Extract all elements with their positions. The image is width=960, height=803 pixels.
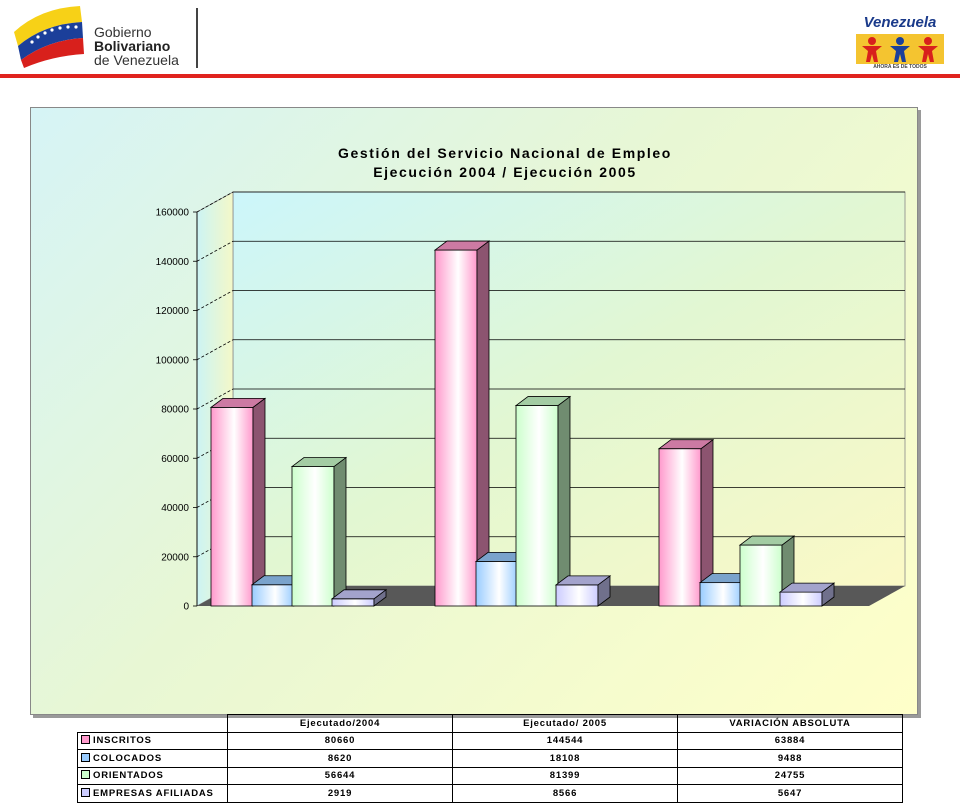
table-row: ORIENTADOS 56644 81399 24755 — [77, 766, 903, 785]
table-cell: 24755 — [677, 766, 903, 785]
bar-chart: Gestión del Servicio Nacional de Empleo … — [156, 145, 906, 613]
header-red-line — [0, 74, 960, 78]
table-cell: 18108 — [452, 749, 678, 768]
table-cell: 80660 — [227, 731, 453, 750]
people-figures-icon — [856, 34, 944, 64]
y-tick-label: 80000 — [161, 405, 189, 416]
table-header-cell: Ejecutado/2004 — [227, 714, 453, 733]
legend-entry: EMPRESAS AFILIADAS — [77, 784, 228, 803]
data-table: Ejecutado/2004 Ejecutado/ 2005 VARIACIÓN… — [77, 714, 903, 803]
venezuela-flag-logo — [14, 6, 84, 68]
gridline-side — [196, 191, 234, 213]
bar-top — [514, 396, 572, 406]
bar-side — [252, 397, 266, 607]
gov-line3: de Venezuela — [94, 52, 179, 68]
gridline-side — [196, 290, 234, 311]
y-tick-label: 100000 — [156, 355, 190, 366]
bar-top — [209, 397, 267, 408]
series-name: INSCRITOS — [93, 735, 152, 747]
table-cell: 9488 — [677, 749, 903, 768]
bar-inscritos — [210, 406, 254, 607]
legend-key-icon — [81, 735, 90, 745]
series-name: EMPRESAS AFILIADAS — [93, 787, 214, 799]
series-name: ORIENTADOS — [93, 770, 164, 782]
bar-side — [476, 240, 490, 607]
header-divider — [196, 8, 198, 68]
table-corner — [78, 715, 228, 733]
chart-title-line1: Gestión del Servicio Nacional de Empleo — [338, 145, 672, 161]
legend-entry: INSCRITOS — [77, 731, 228, 750]
gridline-side — [196, 339, 234, 361]
y-tick-label: 0 — [183, 602, 189, 613]
venezuela-campaign-logo: Venezuela AHORA ES DE TODOS — [852, 14, 948, 72]
bar-side — [557, 395, 571, 607]
bar-colocados — [699, 582, 743, 607]
gridline-side — [196, 388, 234, 410]
gov-line2: Bolivariano — [94, 38, 171, 54]
bar-top — [554, 575, 612, 586]
government-logo-text: Gobierno Bolivariano de Venezuela — [94, 25, 179, 67]
legend-key-icon — [81, 787, 90, 797]
bar-inscritos — [658, 448, 702, 607]
bar-top — [657, 439, 715, 450]
table-cell: 56644 — [227, 766, 453, 785]
y-tick-label: 40000 — [161, 503, 189, 514]
table-cell: 5647 — [677, 784, 903, 803]
bar-top — [778, 582, 836, 593]
bar-empresas-afiliadas — [331, 598, 375, 607]
bar-orientados — [291, 466, 335, 607]
table-cell: 8620 — [227, 749, 453, 768]
bar-orientados — [515, 405, 559, 607]
y-tick-label: 120000 — [156, 306, 190, 317]
table-cell: 63884 — [677, 731, 903, 750]
table-cell: 8566 — [452, 784, 678, 803]
legend-key-icon — [81, 770, 90, 780]
ven-logo-title: Venezuela — [863, 14, 937, 31]
y-tick-label: 20000 — [161, 552, 189, 563]
table-row: EMPRESAS AFILIADAS 2919 8566 5647 — [77, 784, 903, 803]
table-row: COLOCADOS 8620 18108 9488 — [77, 749, 903, 768]
y-tick-label: 160000 — [156, 208, 190, 219]
bar-empresas-afiliadas — [779, 591, 823, 607]
table-cell: 2919 — [227, 784, 453, 803]
page-header: Gobierno Bolivariano de Venezuela Venezu… — [0, 0, 960, 82]
legend-key-icon — [81, 752, 90, 762]
bar-top — [433, 240, 491, 251]
bar-top — [330, 589, 388, 600]
table-cell: 144544 — [452, 731, 678, 750]
gridline-side — [196, 240, 234, 262]
table-cell: 81399 — [452, 766, 678, 785]
bar-side — [333, 456, 347, 607]
bar-top — [738, 535, 796, 546]
chart-title-line2: Ejecución 2004 / Ejecución 2005 — [373, 164, 637, 180]
bar-empresas-afiliadas — [555, 584, 599, 607]
ven-logo-motto: AHORA ES DE TODOS — [873, 64, 927, 70]
gov-line1: Gobierno — [94, 24, 152, 40]
legend-entry: COLOCADOS — [77, 749, 228, 768]
table-header-cell: VARIACIÓN ABSOLUTA — [677, 714, 903, 733]
chart-frame: Gestión del Servicio Nacional de Empleo … — [30, 107, 918, 803]
bar-orientados — [739, 544, 783, 607]
bar-colocados — [475, 561, 519, 607]
table-header-cell: Ejecutado/ 2005 — [452, 714, 678, 733]
y-tick-label: 140000 — [156, 257, 190, 268]
bar-top — [290, 457, 348, 467]
bar-colocados — [251, 584, 295, 607]
y-tick-label: 60000 — [161, 454, 189, 465]
legend-entry: ORIENTADOS — [77, 766, 228, 785]
table-header-row: Ejecutado/2004 Ejecutado/ 2005 VARIACIÓN… — [78, 714, 903, 733]
table-row: INSCRITOS 80660 144544 63884 — [77, 731, 903, 750]
series-name: COLOCADOS — [93, 752, 162, 764]
bar-inscritos — [434, 249, 478, 607]
